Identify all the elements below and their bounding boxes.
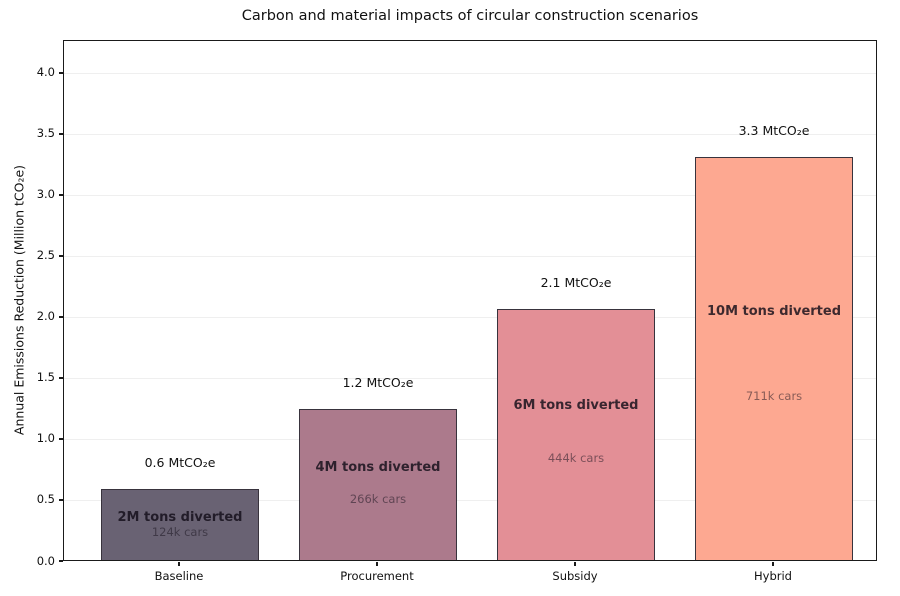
y-tick-mark xyxy=(58,316,63,318)
y-tick-label: 3.5 xyxy=(36,126,55,141)
y-tick-mark xyxy=(58,377,63,379)
x-tick-label-hybrid: Hybrid xyxy=(754,569,792,583)
bar-tons-label: 10M tons diverted xyxy=(706,304,842,320)
plot-area: 0.6 MtCO₂e 2M tons diverted 124k cars 1.2 M… xyxy=(63,40,877,561)
y-tick-label: 2.0 xyxy=(36,309,55,324)
gridline xyxy=(64,134,876,136)
y-tick-label: 3.0 xyxy=(36,187,55,202)
x-tick-mark xyxy=(772,561,774,566)
x-tick-label-baseline: Baseline xyxy=(154,569,204,583)
y-tick-mark xyxy=(58,72,63,74)
y-tick-mark xyxy=(58,133,63,135)
gridline xyxy=(64,73,876,75)
gridline xyxy=(64,195,876,197)
bar-value-label: 2.1 MtCO₂e xyxy=(540,274,612,290)
y-tick-mark xyxy=(58,499,63,501)
bar-value-label: 0.6 MtCO₂e xyxy=(144,455,216,471)
y-tick-label: 0.0 xyxy=(36,553,55,568)
bar-subsidy xyxy=(497,308,655,560)
y-tick-mark xyxy=(58,194,63,196)
gridline xyxy=(64,500,876,502)
gridline xyxy=(64,256,876,258)
bar-cars-label: 124k cars xyxy=(151,525,209,539)
bar-value-label: 1.2 MtCO₂e xyxy=(342,374,414,390)
y-tick-label: 1.0 xyxy=(36,431,55,446)
bar-cars-label: 711k cars xyxy=(745,388,803,403)
y-axis-label: Annual Emissions Reduction (Million tCO₂… xyxy=(11,164,27,436)
x-tick-mark xyxy=(178,561,180,566)
bar-tons-label: 2M tons diverted xyxy=(117,510,243,526)
bar-procurement xyxy=(299,408,457,560)
gridline xyxy=(64,439,876,441)
chart-title: Carbon and material impacts of circular … xyxy=(241,8,699,24)
bar-value-label: 3.3 MtCO₂e xyxy=(738,123,810,139)
y-tick-mark xyxy=(58,255,63,257)
y-tick-label: 4.0 xyxy=(36,65,55,80)
y-tick-mark xyxy=(58,438,63,440)
gridline xyxy=(64,378,876,380)
bar-cars-label: 444k cars xyxy=(547,450,605,465)
bar-tons-label: 4M tons diverted xyxy=(315,460,441,476)
y-tick-label: 2.5 xyxy=(36,248,55,263)
x-tick-mark xyxy=(574,561,576,566)
bar-hybrid xyxy=(695,157,853,560)
bar-baseline xyxy=(101,489,259,560)
y-tick-label: 0.5 xyxy=(36,492,55,507)
bar-tons-label: 6M tons diverted xyxy=(513,398,639,414)
y-tick-mark xyxy=(58,560,63,562)
gridline xyxy=(64,317,876,319)
bar-cars-label: 266k cars xyxy=(349,491,407,506)
x-tick-label-subsidy: Subsidy xyxy=(552,569,598,583)
y-tick-label: 1.5 xyxy=(36,370,55,385)
x-tick-label-procurement: Procurement xyxy=(340,569,414,583)
x-tick-mark xyxy=(376,561,378,566)
